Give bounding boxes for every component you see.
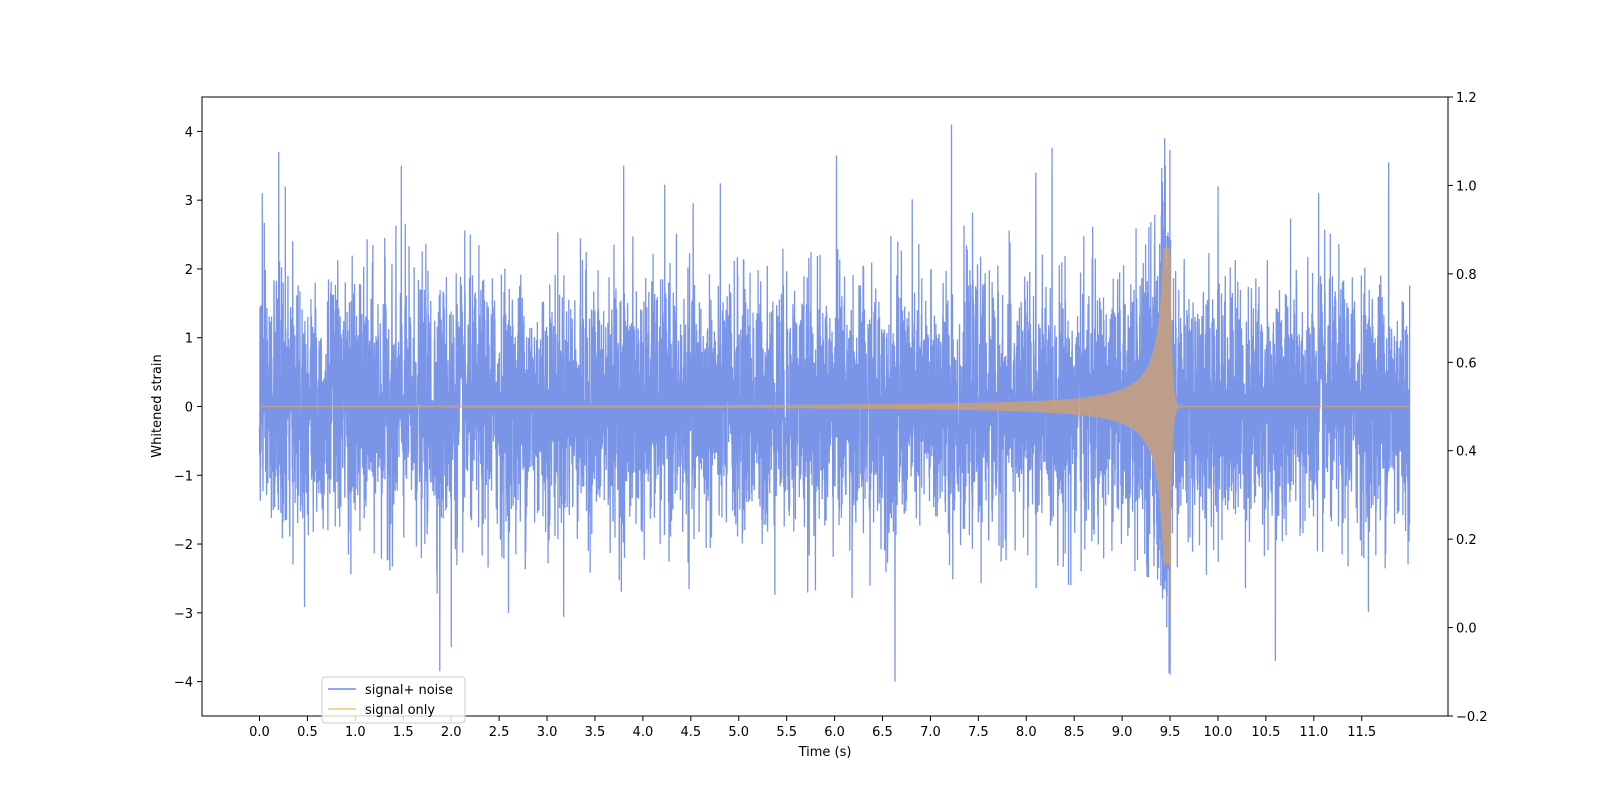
y-tick-label: −1 bbox=[174, 469, 193, 484]
y2-tick-label: 0.8 bbox=[1456, 268, 1477, 283]
plot-area bbox=[258, 124, 1411, 682]
x-tick-label: 5.5 bbox=[776, 725, 797, 740]
x-tick-label: 4.0 bbox=[633, 725, 654, 740]
series-line-signal-noise bbox=[258, 124, 1411, 682]
y-axis-right: −0.2 0.0 0.2 0.4 0.6 0.8 1.0 1.2 bbox=[1448, 91, 1488, 725]
legend-box bbox=[321, 676, 466, 724]
x-tick-label: 0.5 bbox=[297, 725, 318, 740]
y-tick-label: 0 bbox=[185, 401, 193, 416]
y2-tick-label: 1.0 bbox=[1456, 179, 1477, 194]
y2-tick-label: 1.2 bbox=[1456, 91, 1477, 106]
y-tick-label: 4 bbox=[185, 125, 193, 140]
y-tick-label: 1 bbox=[185, 332, 193, 347]
x-tick-label: 7.5 bbox=[968, 725, 989, 740]
legend: signal+ noise signal only bbox=[321, 676, 466, 724]
x-axis-label: Time (s) bbox=[798, 745, 852, 760]
x-tick-label: 10.5 bbox=[1251, 725, 1280, 740]
y-axis-left: −4 −3 −2 −1 0 1 2 3 4 bbox=[174, 125, 202, 691]
y-tick-label: 2 bbox=[185, 263, 193, 278]
x-tick-label: 11.0 bbox=[1299, 725, 1328, 740]
x-tick-label: 4.5 bbox=[680, 725, 701, 740]
y-tick-label: −4 bbox=[174, 676, 193, 691]
y-axis-label: Whitened strain bbox=[150, 354, 165, 457]
x-tick-label: 8.5 bbox=[1064, 725, 1085, 740]
y2-tick-label: 0.2 bbox=[1456, 533, 1477, 548]
x-tick-label: 8.0 bbox=[1016, 725, 1037, 740]
x-tick-label: 1.5 bbox=[393, 725, 414, 740]
x-tick-label: 9.5 bbox=[1160, 725, 1181, 740]
x-tick-label: 3.0 bbox=[537, 725, 558, 740]
x-tick-label: 6.0 bbox=[824, 725, 845, 740]
x-tick-label: 1.0 bbox=[345, 725, 366, 740]
series-line-signal-only bbox=[258, 248, 1410, 613]
x-tick-label: 10.0 bbox=[1203, 725, 1232, 740]
y-tick-label: −2 bbox=[174, 538, 193, 553]
y-tick-label: 3 bbox=[185, 194, 193, 209]
legend-label-signal-noise: signal+ noise bbox=[365, 683, 453, 698]
legend-label-signal-only: signal only bbox=[365, 703, 435, 718]
y-tick-label: −3 bbox=[174, 607, 193, 622]
x-tick-label: 6.5 bbox=[872, 725, 893, 740]
x-tick-label: 11.5 bbox=[1347, 725, 1376, 740]
x-tick-label: 9.0 bbox=[1112, 725, 1133, 740]
y2-tick-label: −0.2 bbox=[1456, 710, 1488, 725]
x-tick-label: 7.0 bbox=[920, 725, 941, 740]
x-tick-label: 3.5 bbox=[585, 725, 606, 740]
x-tick-label: 2.5 bbox=[489, 725, 510, 740]
x-tick-label: 0.0 bbox=[249, 725, 270, 740]
x-tick-label: 5.0 bbox=[728, 725, 749, 740]
y2-tick-label: 0.4 bbox=[1456, 445, 1477, 460]
x-axis: 0.0 0.5 1.0 1.5 2.0 2.5 3.0 3.5 4.0 4.5 5.0 5.5 6.0 6… bbox=[249, 716, 1376, 740]
x-tick-label: 2.0 bbox=[441, 725, 462, 740]
y2-tick-label: 0.6 bbox=[1456, 356, 1477, 371]
y2-tick-label: 0.0 bbox=[1456, 622, 1477, 637]
